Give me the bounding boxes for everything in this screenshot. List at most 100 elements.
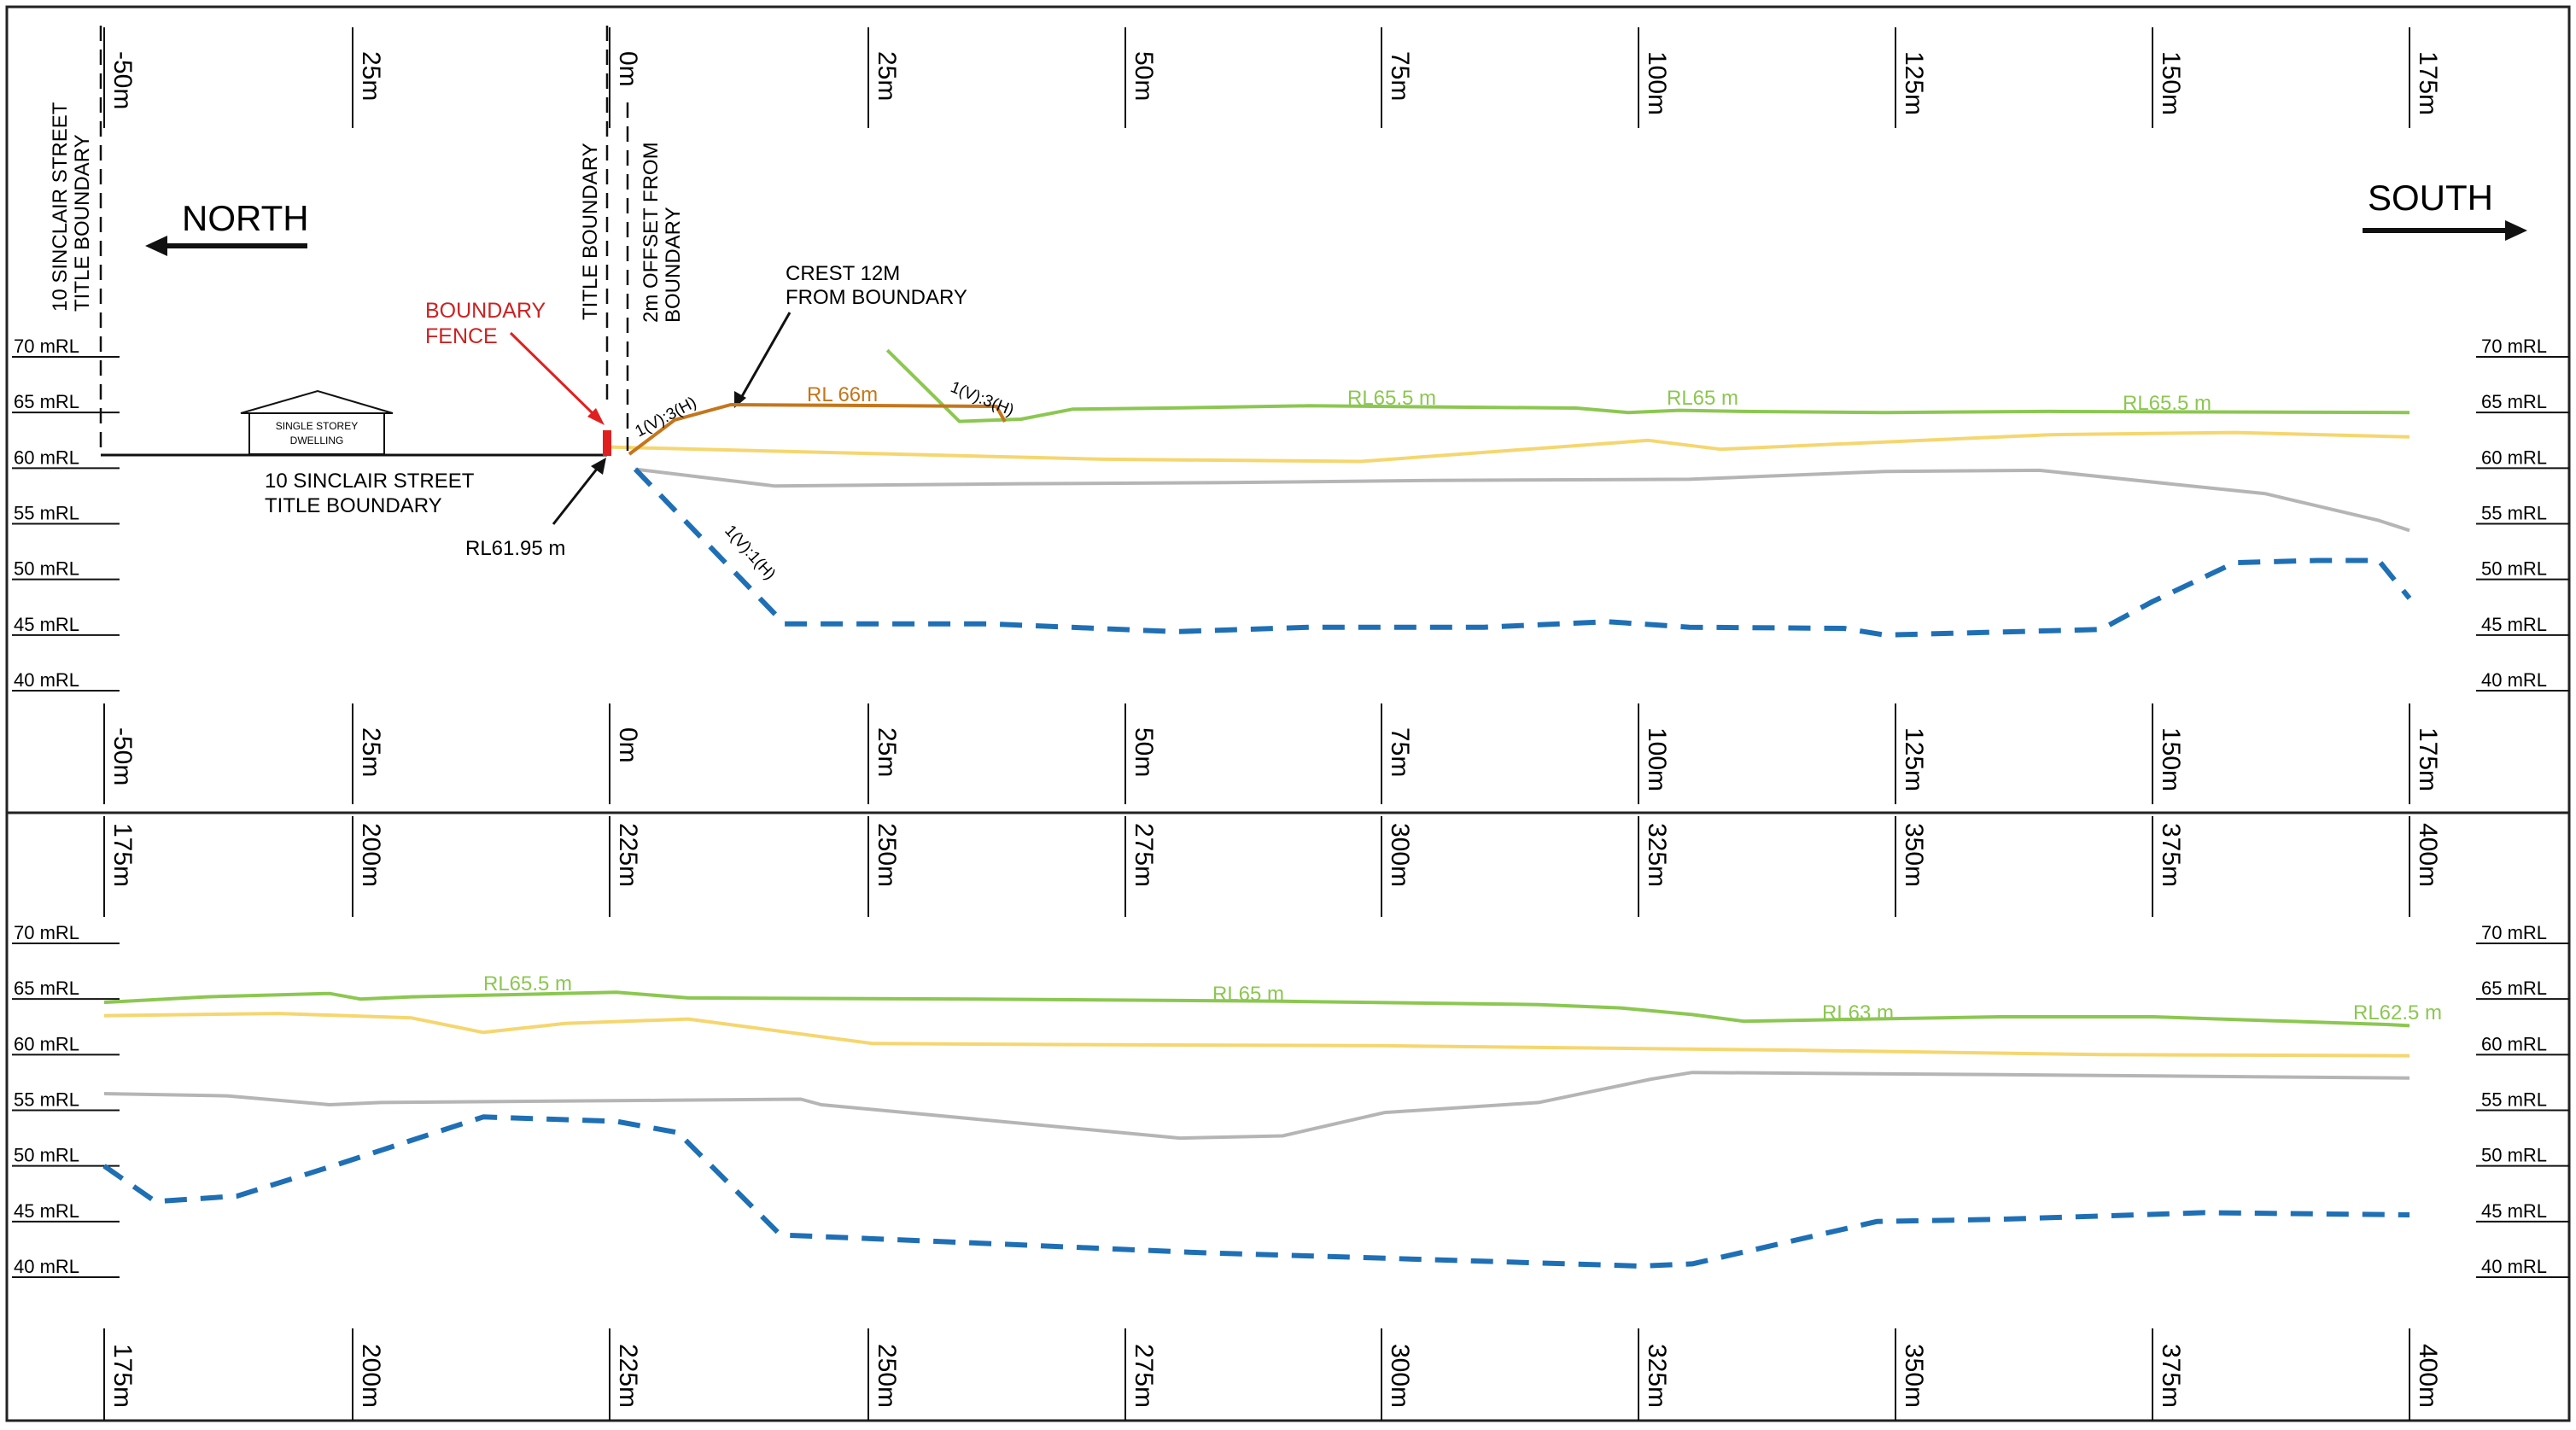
rl-label-right-s1-6: 40 mRL <box>2481 669 2547 691</box>
rl-label-right-s1-2: 60 mRL <box>2481 447 2547 468</box>
rl-label-right-s2-1: 65 mRL <box>2481 978 2547 999</box>
crest-leader <box>739 312 791 399</box>
svg-text:10 SINCLAIR STREET: 10 SINCLAIR STREET <box>49 102 72 312</box>
rl-label-left-s2-6: 40 mRL <box>14 1256 79 1277</box>
rl-label-right-s1-0: 70 mRL <box>2481 336 2547 357</box>
rl-label-right-s2-2: 60 mRL <box>2481 1033 2547 1054</box>
svg-text:TITLE BOUNDARY: TITLE BOUNDARY <box>265 494 442 517</box>
tick-label-s2-top-1: 200m <box>357 823 385 887</box>
svg-text:BOUNDARY: BOUNDARY <box>662 207 685 323</box>
north-label: NORTH <box>182 198 309 238</box>
rl66-label: RL 66m <box>807 383 878 406</box>
rl-label-left-s2-3: 55 mRL <box>14 1089 79 1111</box>
rl-label-left-s1-4: 50 mRL <box>14 558 79 580</box>
tick-label-s1-bottom-1: 25m <box>357 727 385 777</box>
s1-green-label-1: RL65.5 m <box>1347 387 1436 410</box>
tick-label-s1-bottom-9: 175m <box>2414 727 2442 791</box>
tick-label-s2-bottom-7: 350m <box>1900 1344 1928 1408</box>
rl-label-right-s2-4: 50 mRL <box>2481 1145 2547 1166</box>
rl-label-left-s1-1: 65 mRL <box>14 391 79 412</box>
rl-scale: 70 mRL 70 mRL 65 mRL 65 mRL 60 mRL 60 mRL 55 m… <box>12 336 2569 1278</box>
rl-label-left-s1-3: 55 mRL <box>14 503 79 524</box>
s1-grey-profile <box>634 467 2410 533</box>
svg-text:10 SINCLAIR STREET: 10 SINCLAIR STREET <box>265 470 475 493</box>
tick-label-s2-bottom-5: 300m <box>1386 1344 1414 1408</box>
south-arrow: SOUTH <box>2363 178 2527 241</box>
tick-label-s1-bottom-3: 25m <box>873 727 901 777</box>
svg-text:TITLE BOUNDARY: TITLE BOUNDARY <box>579 143 602 320</box>
tick-label-s1-bottom-4: 50m <box>1130 727 1158 777</box>
tick-label-s2-top-7: 350m <box>1900 823 1928 887</box>
slope-1v1h: 1(V):1(H) <box>721 522 779 583</box>
tick-label-s1-top-6: 100m <box>1643 51 1671 115</box>
rl-label-left-s2-0: 70 mRL <box>14 922 79 943</box>
rl6195-label: RL61.95 m <box>465 537 565 560</box>
title-boundary-label: TITLE BOUNDARY <box>579 143 602 320</box>
s1-yellow-profile <box>609 430 2410 464</box>
tick-label-s1-top-3: 25m <box>873 51 901 101</box>
slope-1v3h-b: 1(V):3(H) <box>948 378 1016 420</box>
single-storey-dwelling: SINGLE STOREY DWELLING <box>240 389 394 455</box>
tick-label-s1-bottom-8: 150m <box>2157 727 2185 791</box>
tick-label-s2-bottom-3: 250m <box>873 1344 901 1408</box>
crest-label: CREST 12M FROM BOUNDARY <box>786 262 967 309</box>
svg-text:BOUNDARY: BOUNDARY <box>425 299 546 323</box>
svg-text:FROM BOUNDARY: FROM BOUNDARY <box>786 286 967 309</box>
tick-label-s2-bottom-6: 325m <box>1643 1344 1671 1408</box>
tick-label-s1-top-1: 25m <box>357 51 385 101</box>
tick-label-s2-top-0: 175m <box>108 823 137 887</box>
dwelling-label: SINGLE STOREY <box>276 420 358 432</box>
tick-label-s2-top-9: 400m <box>2414 823 2442 887</box>
tick-label-s2-bottom-2: 225m <box>614 1344 642 1408</box>
s2-green-profile <box>103 990 2410 1028</box>
tick-label-s2-bottom-0: 175m <box>108 1344 137 1408</box>
rl-label-left-s1-0: 70 mRL <box>14 336 79 357</box>
tick-label-s1-bottom-2: 0m <box>614 727 642 763</box>
north-arrow: NORTH <box>145 198 309 256</box>
tick-label-s2-top-4: 275m <box>1130 823 1158 887</box>
boundary-fence-leader <box>509 331 596 417</box>
chainage-ticks: -50m 25m 0m 25m 50m 75m 100m 125m 150m 175m -50m 25… <box>103 27 2442 1421</box>
rl-label-right-s2-3: 55 mRL <box>2481 1089 2547 1111</box>
tick-label-s1-bottom-5: 75m <box>1386 727 1414 777</box>
rl-label-right-s2-0: 70 mRL <box>2481 922 2547 943</box>
svg-text:FENCE: FENCE <box>425 324 498 348</box>
tick-label-s1-bottom-7: 125m <box>1900 727 1928 791</box>
drawing-frame <box>5 5 2571 1422</box>
svg-text:CREST 12M: CREST 12M <box>786 262 900 285</box>
s2-green-label-2: RL65 m <box>1212 983 1284 1006</box>
tick-label-s1-top-5: 75m <box>1386 51 1414 101</box>
s1-green-label-2: RL65 m <box>1667 387 1738 410</box>
profile-lines <box>102 348 2412 1269</box>
tick-label-s2-top-5: 300m <box>1386 823 1414 887</box>
s2-blue-profile <box>102 1114 2410 1269</box>
tick-label-s2-bottom-4: 275m <box>1130 1344 1158 1408</box>
sinclair-boundary-vertical-label: 10 SINCLAIR STREET TITLE BOUNDARY <box>49 102 94 312</box>
south-label: SOUTH <box>2368 178 2493 218</box>
rl-label-left-s1-2: 60 mRL <box>14 447 79 468</box>
tick-label-s1-bottom-0: -50m <box>108 727 137 785</box>
rl-label-right-s1-3: 55 mRL <box>2481 503 2547 524</box>
tick-label-s1-top-8: 150m <box>2157 51 2185 115</box>
dwelling-label-2: DWELLING <box>290 435 344 447</box>
s2-green-label-1: RL65.5 m <box>483 972 572 995</box>
boundary-fence-label: BOUNDARY FENCE <box>425 299 546 348</box>
tick-label-s2-top-6: 325m <box>1643 823 1671 887</box>
rl-label-left-s2-4: 50 mRL <box>14 1145 79 1166</box>
boundary-fence <box>603 430 611 456</box>
batter-crest-line <box>628 402 1007 456</box>
svg-text:2m OFFSET FROM: 2m OFFSET FROM <box>640 142 663 323</box>
s2-green-label-3: RL63 m <box>1822 1001 1894 1024</box>
s2-yellow-profile <box>103 1012 2410 1058</box>
rl-label-left-s2-5: 45 mRL <box>14 1200 79 1222</box>
rl6195-leader <box>552 467 599 525</box>
tick-label-s2-bottom-1: 200m <box>357 1344 385 1408</box>
sinclair-boundary-bottom-label: 10 SINCLAIR STREET TITLE BOUNDARY <box>265 470 475 517</box>
tick-label-s1-top-9: 175m <box>2414 51 2442 115</box>
s1-green-label-3: RL65.5 m <box>2123 392 2211 415</box>
rl-label-left-s2-2: 60 mRL <box>14 1033 79 1054</box>
offset-boundary-label: 2m OFFSET FROM BOUNDARY <box>640 142 685 323</box>
s2-green-label-4: RL62.5 m <box>2353 1001 2442 1024</box>
